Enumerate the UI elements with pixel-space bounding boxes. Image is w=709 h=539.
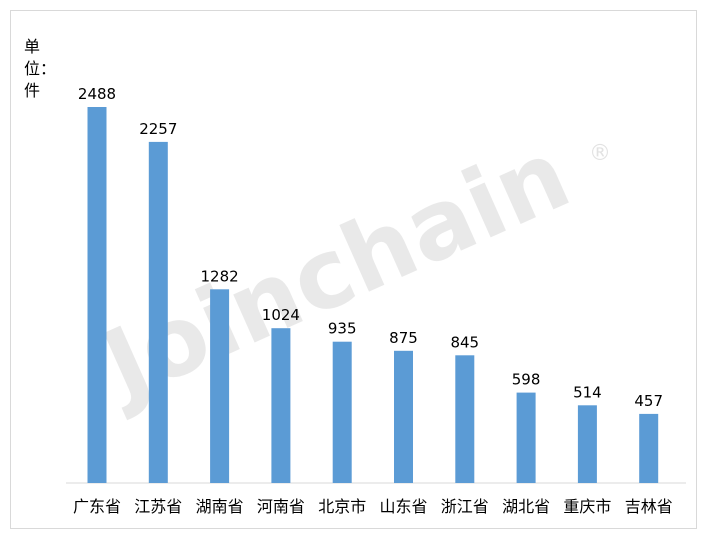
bar-2: [148, 141, 168, 483]
bar-10: [639, 413, 659, 483]
registered-mark: ®: [589, 141, 611, 166]
value-label-3: 1282: [201, 267, 239, 285]
category-labels: 广东省 江苏省 湖南省 河南省 北京市 山东省 浙江省 湖北省 重庆市 吉林省: [73, 497, 673, 516]
bars: [87, 107, 659, 483]
value-label-4: 1024: [262, 306, 300, 324]
value-label-9: 514: [573, 383, 602, 401]
category-label-3: 湖南省: [196, 497, 244, 516]
category-label-2: 江苏省: [134, 497, 182, 516]
bar-6: [394, 350, 413, 483]
category-label-10: 吉林省: [625, 497, 673, 516]
value-label-1: 2488: [78, 85, 116, 103]
value-label-6: 875: [389, 329, 418, 347]
bar-9: [577, 405, 597, 483]
value-label-5: 935: [328, 320, 357, 338]
bar-8: [516, 392, 536, 483]
value-label-7: 845: [450, 333, 479, 351]
bar-4: [271, 328, 291, 483]
category-label-4: 河南省: [257, 497, 305, 516]
category-label-6: 山东省: [379, 497, 427, 516]
category-label-8: 湖北省: [502, 497, 550, 516]
category-label-5: 北京市: [318, 497, 366, 516]
value-label-8: 598: [512, 371, 541, 389]
bar-5: [332, 341, 352, 483]
value-label-2: 2257: [139, 120, 177, 138]
value-label-10: 457: [634, 392, 663, 410]
bar-3: [210, 289, 230, 483]
category-label-1: 广东省: [73, 497, 121, 516]
bar-1: [87, 107, 107, 483]
value-labels: 2488 2257 1282 1024 935 875 845 598 514 457: [78, 85, 663, 410]
category-label-7: 浙江省: [441, 497, 489, 516]
bar-7: [455, 355, 475, 483]
category-label-9: 重庆市: [563, 497, 611, 516]
